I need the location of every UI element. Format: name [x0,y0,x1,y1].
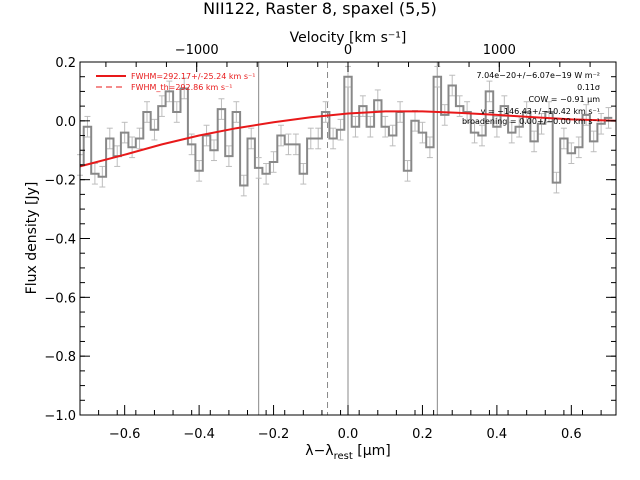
axis-ticks [79,61,616,416]
legend-label-fwhm-th: FWHM_th=292.86 km s⁻¹ [131,83,232,92]
top-tick-label: 0 [344,43,352,58]
x-tick-label: 0.6 [561,427,582,442]
top-tick-labels: −1000 0 1000 [175,43,516,58]
top-tick-label: −1000 [175,43,219,58]
spectrum-step-line [80,75,613,187]
y-tick-labels: 0.2 0.0 −0.2 −0.4 −0.6 −0.8 −1.0 [44,56,76,424]
y-tick-label: 0.2 [55,56,76,71]
x-tick-labels: −0.6 −0.4 −0.2 0.0 0.2 0.4 0.6 [109,427,582,442]
annotation-cow: COW = −0.91 μm [528,95,600,104]
fit-annotations: 7.04e−20+/−6.07e−19 W m⁻² 0.11σ COW = −0… [462,71,600,126]
y-tick-label: −0.6 [44,291,76,306]
y-tick-label: 0.0 [55,115,76,130]
y-tick-label: −1.0 [44,409,76,424]
chart-title: NII122, Raster 8, spaxel (5,5) [203,0,437,18]
legend: FWHM=292.17+/-25.24 km s⁻¹ FWHM_th=292.8… [96,72,255,92]
y-tick-label: −0.4 [44,233,76,248]
y-tick-label: −0.2 [44,174,76,189]
x-tick-label: 0.0 [338,427,359,442]
fit-curve [79,110,617,168]
x-tick-label: 0.4 [487,427,508,442]
legend-label-fwhm: FWHM=292.17+/-25.24 km s⁻¹ [131,72,255,81]
x-tick-label: 0.2 [412,427,433,442]
x-axis-label: λ−λrest [μm] [305,443,390,462]
x-axis-label-units: [μm] [353,443,391,459]
annotation-broadening: broadening = 0.00+/−0.00 km s⁻¹ [462,117,600,126]
x-tick-label: −0.4 [183,427,215,442]
annotation-velocity: v = −146.43+/−10.42 km s⁻¹ [481,107,600,116]
y-tick-label: −0.8 [44,350,76,365]
y-axis-label: Flux density [Jy] [24,182,40,295]
top-x-axis-label: Velocity [km s⁻¹] [290,30,407,46]
annotation-sigma: 0.11σ [577,83,600,92]
vertical-reference-lines [258,62,438,415]
x-tick-label: −0.6 [109,427,141,442]
top-tick-label: 1000 [483,43,516,58]
annotation-flux: 7.04e−20+/−6.07e−19 W m⁻² [476,71,600,80]
x-axis-label-main: λ−λ [305,443,333,459]
x-tick-label: −0.2 [258,427,290,442]
x-axis-label-subscript: rest [334,451,353,462]
